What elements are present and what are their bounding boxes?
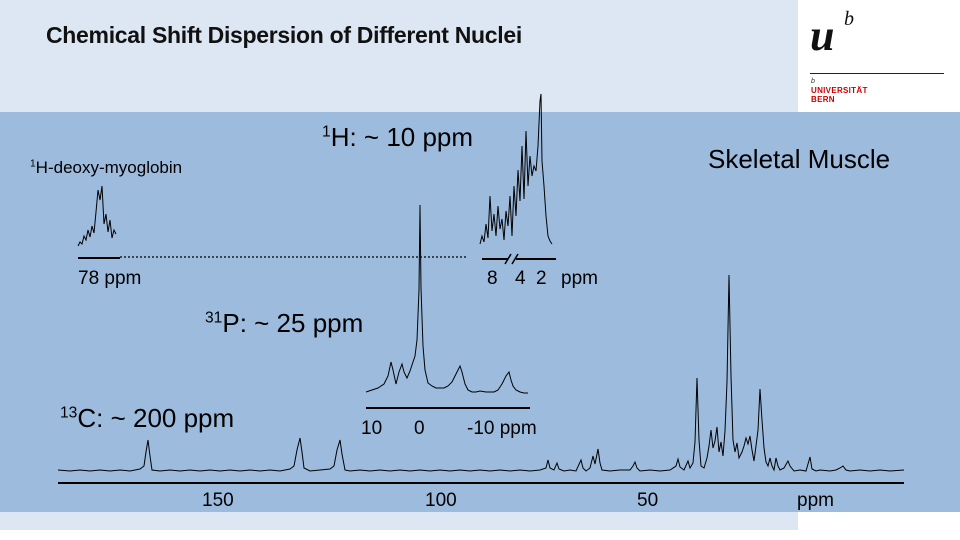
- logo-rule: [810, 73, 944, 74]
- axis-break-mark-1: [504, 253, 512, 265]
- myoglobin-label: 1H-deoxy-myoglobin: [30, 158, 182, 178]
- bottom-band: [0, 512, 798, 530]
- logo-university-name: UNIVERSITÄT BERN: [811, 86, 868, 104]
- proton-tick-8: 8: [487, 268, 498, 289]
- myoglobin-scale-label: 78 ppm: [78, 268, 142, 289]
- carbon-isotope: 13: [60, 404, 78, 422]
- phosphorus-tick-0: 0: [414, 418, 425, 439]
- logo-university-line1: UNIVERSITÄT: [811, 86, 868, 95]
- carbon-tick-150: 150: [202, 490, 234, 511]
- main-panel: [0, 112, 960, 512]
- axis-break-mark-2: [511, 253, 519, 265]
- logo-university-line2: BERN: [811, 95, 835, 104]
- logo-mark-superscript: b: [844, 8, 854, 30]
- proton-tick-2: 2: [536, 268, 547, 289]
- proton-unit: ppm: [561, 268, 598, 289]
- phosphorus-spectrum: [365, 204, 528, 394]
- proton-tick-4: 4: [515, 268, 526, 289]
- carbon-range: C: ~ 200 ppm: [77, 403, 235, 433]
- phosphorus-label: 31P: ~ 25 ppm: [205, 308, 363, 339]
- carbon-label: 13C: ~ 200 ppm: [60, 403, 234, 434]
- header-band: [0, 0, 798, 112]
- logo-mark: u: [810, 11, 835, 60]
- phosphorus-range: P: ~ 25 ppm: [222, 308, 364, 338]
- carbon-tick-100: 100: [425, 490, 457, 511]
- university-logo: u b b UNIVERSITÄT BERN: [808, 8, 948, 108]
- logo-small-mark: b: [811, 78, 815, 85]
- carbon-unit: ppm: [797, 490, 834, 511]
- phosphorus-tick-10: 10: [361, 418, 383, 439]
- slide-title: Chemical Shift Dispersion of Different N…: [46, 22, 522, 48]
- myoglobin-spectrum: [77, 185, 117, 247]
- proton-label: 1H: ~ 10 ppm: [322, 122, 473, 153]
- phosphorus-tick-minus10: -10 ppm: [467, 418, 537, 439]
- carbon-spectrum: [57, 274, 905, 472]
- proton-isotope: 1: [322, 123, 331, 141]
- proton-spectrum: [479, 93, 553, 245]
- tissue-label: Skeletal Muscle: [708, 144, 891, 174]
- carbon-tick-50: 50: [637, 490, 659, 511]
- proton-range: H: ~ 10 ppm: [330, 122, 474, 152]
- phosphorus-isotope: 31: [205, 309, 223, 327]
- myoglobin-name: H-deoxy-myoglobin: [35, 158, 183, 177]
- myoglobin-isotope: 1: [30, 158, 36, 170]
